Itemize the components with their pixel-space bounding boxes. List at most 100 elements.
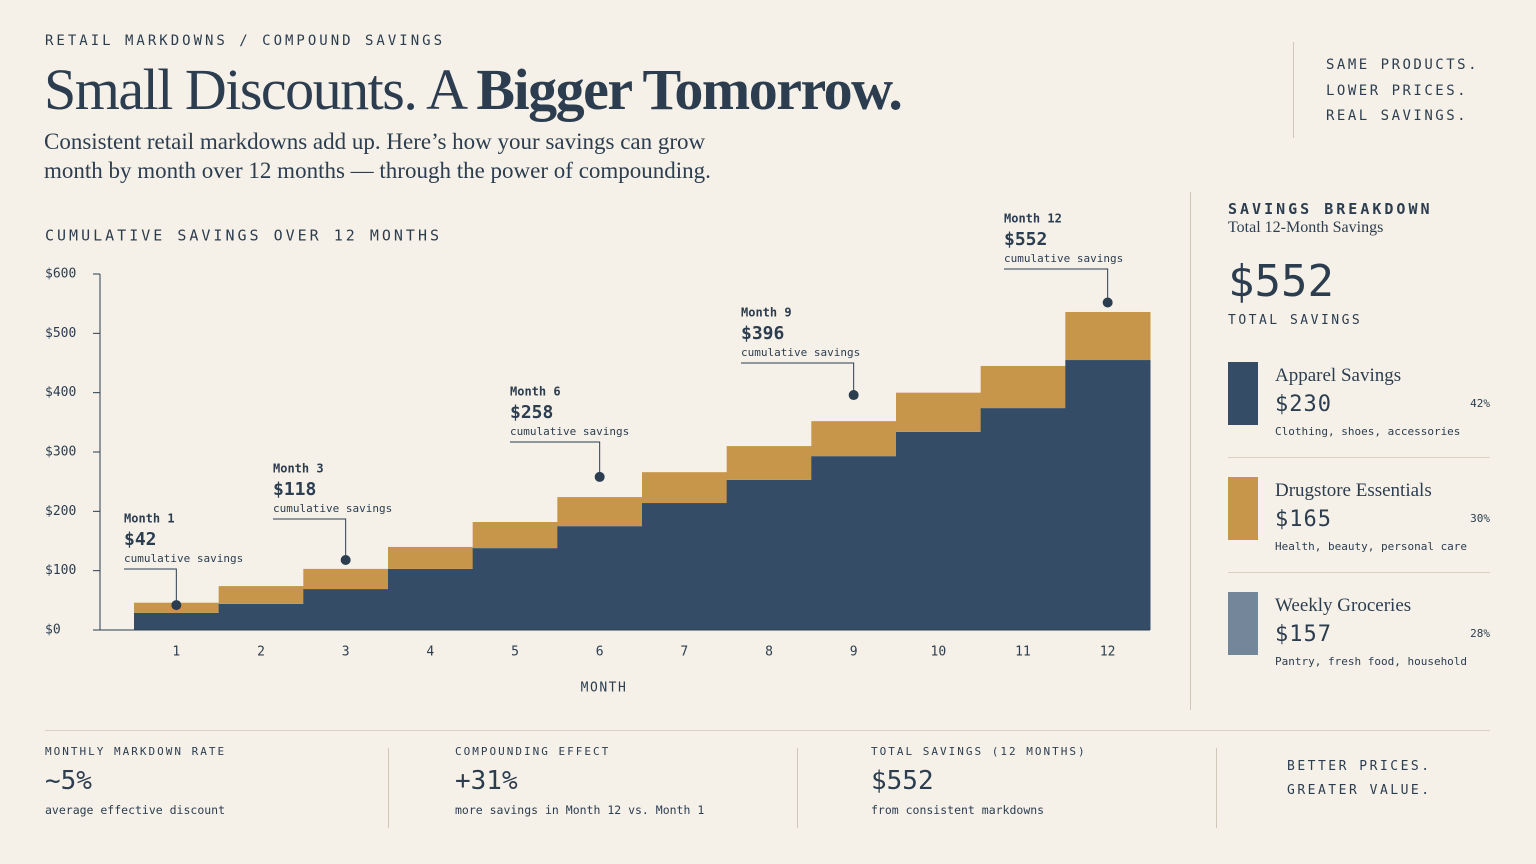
x-tick-label: 10	[931, 645, 947, 660]
annotation-month: Month 12	[1004, 212, 1062, 226]
headline-regular: Small Discounts. A	[44, 57, 477, 122]
area-step	[1065, 311, 1151, 361]
area-step	[896, 392, 982, 432]
x-tick-label: 6	[596, 645, 604, 660]
annotation-dot	[594, 471, 605, 482]
area-step	[811, 421, 897, 457]
stat-note: from consistent markdowns	[871, 803, 1045, 817]
divider	[45, 730, 1490, 731]
chart: CUMULATIVE SAVINGS OVER 12 MONTHS MONTH …	[45, 212, 1151, 696]
item-share: 28%	[1470, 627, 1490, 640]
x-tick-label: 8	[765, 645, 773, 660]
x-tick-label: 2	[257, 645, 265, 660]
area-step	[1065, 360, 1151, 630]
breakdown-total: $552	[1228, 256, 1334, 307]
annotation-dot	[171, 600, 182, 611]
x-tick-label: 4	[426, 645, 434, 660]
annotation-value: $42	[124, 529, 157, 550]
y-tick-label: $200	[45, 504, 76, 519]
divider	[1216, 748, 1217, 828]
annotation-note: cumulative savings	[510, 425, 629, 438]
item-description: Clothing, shoes, accessories	[1275, 425, 1461, 438]
y-tick-label: $500	[45, 326, 76, 341]
headline: Small Discounts. A Bigger Tomorrow.	[44, 56, 903, 123]
y-tick-label: $300	[45, 445, 76, 460]
area-step	[726, 446, 812, 480]
item-amount: $157	[1275, 622, 1332, 647]
stat-value: ~5%	[45, 766, 92, 796]
item-name: Drugstore Essentials	[1275, 480, 1432, 501]
tagline: SAME PRODUCTS.	[1326, 57, 1480, 73]
annotation-leader	[124, 568, 177, 606]
y-tick-label: $600	[45, 267, 76, 282]
x-tick-label: 11	[1015, 645, 1031, 660]
headline-bold: Bigger Tomorrow.	[476, 57, 903, 122]
annotation-note: cumulative savings	[273, 502, 392, 515]
annotation-dot	[340, 554, 351, 565]
area-step	[472, 548, 558, 630]
stat-label: MONTHLY MARKDOWN RATE	[45, 745, 227, 758]
item-amount: $230	[1275, 392, 1332, 417]
area-step	[980, 408, 1066, 630]
chart-title: CUMULATIVE SAVINGS OVER 12 MONTHS	[45, 227, 442, 245]
annotation-leader	[510, 441, 601, 477]
breakdown-title: SAVINGS BREAKDOWN	[1228, 200, 1433, 218]
annotation-value: $552	[1004, 229, 1047, 250]
tagline: LOWER PRICES.	[1326, 83, 1469, 99]
divider	[797, 748, 798, 828]
stat-note: more savings in Month 12 vs. Month 1	[455, 803, 705, 817]
area-step	[303, 589, 389, 630]
item-amount: $165	[1275, 507, 1332, 532]
area-step	[557, 526, 643, 630]
divider	[1293, 42, 1294, 138]
area-step	[980, 365, 1066, 409]
breakdown-total-label: TOTAL SAVINGS	[1228, 313, 1363, 328]
annotation-month: Month 3	[273, 462, 324, 476]
y-tick-label: $100	[45, 563, 76, 578]
annotation-month: Month 1	[124, 512, 175, 526]
x-tick-label: 9	[850, 645, 858, 660]
x-tick-label: 5	[511, 645, 519, 660]
item-share: 30%	[1470, 512, 1490, 525]
annotation-dot	[1102, 297, 1113, 308]
annotation-leader	[273, 518, 347, 560]
area-step	[388, 546, 474, 569]
swatch	[1228, 477, 1258, 540]
annotation-value: $396	[741, 323, 784, 344]
x-axis-label: MONTH	[581, 681, 628, 696]
annotation-note: cumulative savings	[1004, 252, 1123, 265]
subtitle: Consistent retail markdowns add up. Here…	[44, 129, 711, 183]
area-step	[218, 603, 304, 630]
stat-note: average effective discount	[45, 803, 226, 817]
annotation-value: $118	[273, 479, 316, 500]
eyebrow: RETAIL MARKDOWNS / COMPOUND SAVINGS	[45, 33, 446, 49]
x-tick-label: 12	[1100, 645, 1116, 660]
x-tick-label: 3	[342, 645, 350, 660]
area-step	[218, 586, 304, 604]
stat-value: $552	[871, 766, 934, 796]
tagline: REAL SAVINGS.	[1326, 108, 1469, 124]
annotation-month: Month 6	[510, 385, 561, 399]
annotation-leader	[741, 362, 855, 396]
divider	[1190, 192, 1191, 710]
annotation-note: cumulative savings	[124, 552, 243, 565]
area-step	[811, 456, 897, 630]
y-tick-label: $400	[45, 385, 76, 400]
x-tick-label: 1	[172, 645, 180, 660]
area-step	[642, 472, 728, 504]
area-step	[134, 612, 220, 630]
item-share: 42%	[1470, 397, 1490, 410]
area-step	[557, 497, 643, 527]
area-step	[726, 479, 812, 630]
separator	[1228, 457, 1490, 458]
swatch	[1228, 592, 1258, 655]
x-tick-label: 7	[680, 645, 688, 660]
y-tick-label: $0	[45, 623, 61, 638]
area-step	[472, 522, 558, 549]
annotation-dot	[848, 390, 859, 401]
annotation-month: Month 9	[741, 306, 792, 320]
area-step	[642, 503, 728, 630]
breakdown-subtitle: Total 12-Month Savings	[1228, 219, 1384, 236]
footer-tagline: GREATER VALUE.	[1287, 783, 1432, 798]
